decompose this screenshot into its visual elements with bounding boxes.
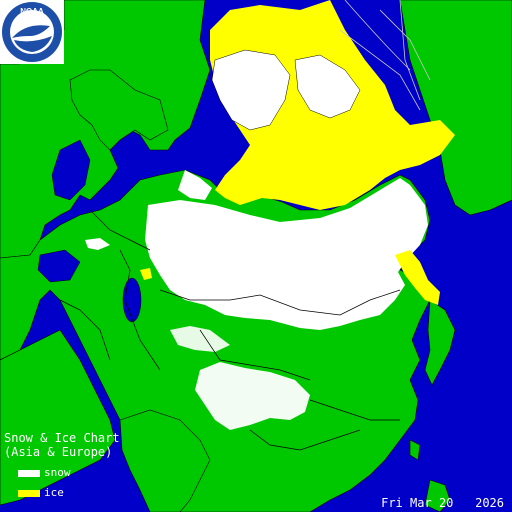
land-india — [119, 409, 211, 512]
legend-label-ice: ice — [44, 486, 64, 499]
land-arctic-island — [211, 49, 291, 131]
grid-lines — [339, 0, 431, 111]
snow-alps — [85, 238, 110, 250]
legend-swatch-ice — [18, 490, 40, 497]
date-month: Mar — [410, 496, 432, 510]
land-southeast-islands — [409, 439, 451, 512]
date-day: 20 — [438, 496, 454, 510]
country-borders — [59, 209, 401, 451]
chart-date: Fri Mar 20 2026 — [381, 496, 504, 510]
caspian-sea — [122, 277, 142, 323]
legend-label-snow: snow — [44, 466, 71, 479]
baltic-sea — [51, 139, 91, 201]
snow-siberia — [145, 178, 428, 330]
legend-title-line2: (Asia & Europe) — [4, 445, 113, 459]
land-japan — [424, 299, 456, 386]
date-year: 2026 — [475, 496, 504, 510]
date-weekday: Fri — [381, 496, 403, 510]
ice-okhotsk — [395, 250, 440, 305]
legend-title-line1: Snow & Ice Chart — [4, 431, 120, 445]
legend-title: Snow & Ice Chart (Asia & Europe) — [4, 431, 120, 459]
black-sea — [37, 249, 81, 283]
land-arctic-archipelago — [294, 54, 361, 119]
snow-central-asia — [170, 326, 230, 352]
legend-swatch-snow — [18, 470, 40, 477]
noaa-logo: NOAA — [0, 0, 64, 64]
ice-caspian — [140, 268, 152, 280]
snow-tibet — [195, 362, 310, 430]
noaa-logo-text: NOAA — [20, 7, 44, 16]
land-northeast — [399, 0, 512, 216]
land-scandinavia — [69, 69, 169, 151]
snow-north-russia — [178, 170, 212, 200]
